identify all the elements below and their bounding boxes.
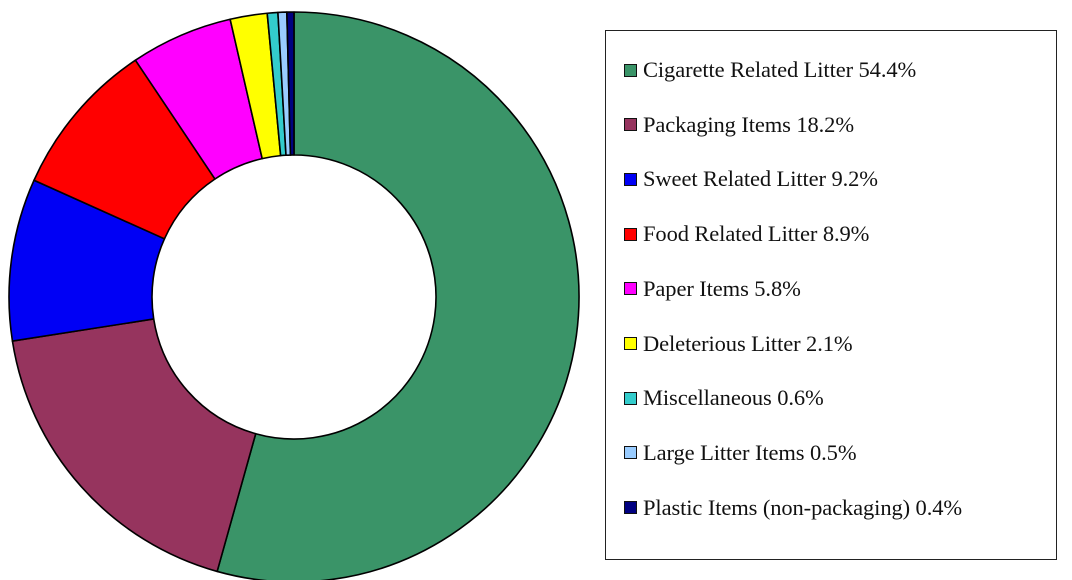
legend-label: Cigarette Related Litter 54.4%: [643, 57, 917, 82]
legend-swatch: [624, 446, 637, 460]
legend-label: Sweet Related Litter 9.2%: [643, 166, 878, 192]
legend-item: Sweet Related Litter 9.2%: [624, 164, 878, 194]
legend-label: Deleterious Litter 2.1%: [643, 330, 853, 356]
legend-item: Large Litter Items 0.5%: [624, 438, 857, 468]
slice-cigarette-related-litter: [216, 11, 580, 580]
legend-item: Packaging Items 18.2%: [624, 110, 854, 140]
legend-item: Miscellaneous 0.6%: [624, 383, 824, 413]
legend-swatch: [624, 227, 637, 241]
legend-label: Packaging Items 18.2%: [643, 111, 854, 137]
legend-swatch: [624, 337, 637, 350]
legend-swatch: [624, 282, 637, 296]
legend-label: Paper Items 5.8%: [643, 275, 801, 301]
legend-item: Paper Items 5.8%: [624, 274, 801, 304]
legend-label: Miscellaneous 0.6%: [643, 385, 824, 411]
legend-item: Plastic Items (non-packaging) 0.4%: [624, 493, 962, 523]
legend-item: Cigarette Related Litter 54.4%: [624, 55, 916, 85]
slice-plastic-items-non-packaging: [286, 11, 295, 156]
legend-swatch: [624, 172, 637, 186]
legend-swatch: [624, 118, 637, 132]
legend-item: Food Related Litter 8.9%: [624, 219, 869, 249]
legend-swatch: [624, 391, 637, 405]
donut-plot: [8, 11, 580, 580]
legend: Cigarette Related Litter 54.4% Packaging …: [605, 30, 1057, 560]
legend-label: Large Litter Items 0.5%: [643, 439, 857, 465]
legend-item: Deleterious Litter 2.1%: [624, 329, 853, 359]
legend-swatch: [624, 63, 637, 77]
slice-packaging-items: [11, 318, 257, 573]
legend-label: Plastic Items (non-packaging) 0.4%: [643, 494, 963, 520]
legend-label: Food Related Litter 8.9%: [643, 221, 870, 247]
legend-swatch: [624, 501, 637, 515]
